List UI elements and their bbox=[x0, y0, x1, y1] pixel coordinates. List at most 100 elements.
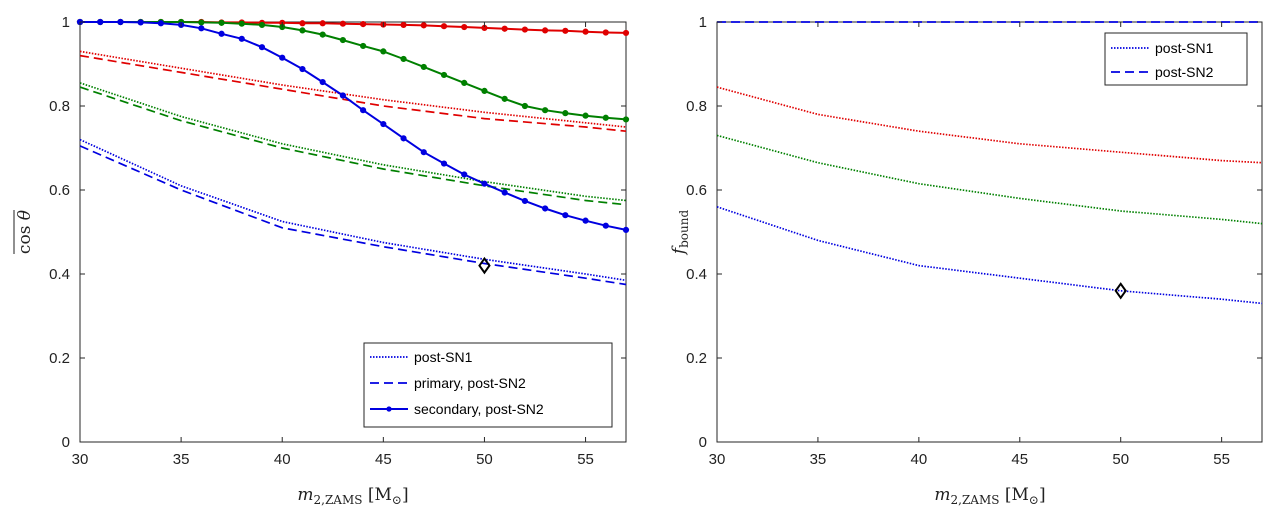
left-series-point-2 bbox=[622, 29, 630, 37]
left-series-line-8 bbox=[80, 21, 627, 231]
left-series-point-5 bbox=[542, 107, 549, 114]
left-series-point-8 bbox=[562, 212, 569, 219]
left-ticks: 30 35 40 45 50 55 0 0.2 0.4 0.6 0.8 1 bbox=[49, 14, 626, 468]
left-legend-swatch-marker bbox=[386, 406, 392, 412]
left-series-point-5 bbox=[562, 110, 569, 117]
left-x-tick-label: 35 bbox=[173, 451, 190, 468]
right-x-tick-label: 45 bbox=[1011, 451, 1028, 468]
left-y-tick-label: 1 bbox=[62, 14, 70, 31]
left-series-point-2 bbox=[319, 20, 326, 27]
left-x-tick-label: 55 bbox=[577, 451, 594, 468]
left-series-point-8 bbox=[380, 120, 387, 128]
left-series-point-8 bbox=[238, 35, 245, 42]
left-series-point-8 bbox=[501, 189, 508, 196]
left-series-point-5 bbox=[582, 112, 589, 119]
right-y-tick-label: 0.4 bbox=[686, 266, 707, 283]
left-series-point-5 bbox=[420, 63, 427, 71]
left-series-point-2 bbox=[299, 20, 306, 27]
left-legend: post-SN1 primary, post-SN2 secondary, post… bbox=[363, 342, 613, 428]
left-series-point-8 bbox=[360, 107, 367, 114]
right-x-tick-label: 50 bbox=[1112, 451, 1129, 468]
right-series-line-3 bbox=[716, 205, 1263, 305]
left-series-point-5 bbox=[501, 95, 508, 102]
left-series-point-8 bbox=[461, 171, 468, 178]
left-series-point-5 bbox=[521, 102, 528, 110]
left-series-point-5 bbox=[339, 36, 346, 44]
left-series-point-2 bbox=[562, 27, 569, 34]
right-x-tick-label: 35 bbox=[810, 451, 827, 468]
left-series-point-8 bbox=[420, 149, 427, 156]
left-y-tick-label: 0.6 bbox=[49, 182, 70, 199]
right-legend: post-SN1 post-SN2 bbox=[1104, 32, 1248, 86]
left-y-tick-label: 0 bbox=[62, 434, 70, 451]
right-y-axis-label: fbound bbox=[669, 210, 691, 257]
left-series-point-8 bbox=[117, 18, 124, 26]
left-series-line-3 bbox=[79, 82, 627, 202]
left-x-tick-label: 30 bbox=[72, 451, 89, 468]
right-x-axis-label: m2,ZAMS [M⊙] bbox=[934, 485, 1045, 507]
left-series-point-8 bbox=[521, 197, 528, 205]
left-series-point-2 bbox=[420, 22, 427, 29]
left-series-point-8 bbox=[602, 222, 609, 229]
right-series-line-2 bbox=[716, 134, 1263, 225]
left-series-point-5 bbox=[380, 48, 387, 55]
left-series-point-8 bbox=[582, 217, 589, 224]
right-legend-label: post-SN1 bbox=[1155, 40, 1214, 56]
left-series-point-8 bbox=[319, 78, 326, 86]
left-series-point-8 bbox=[299, 65, 306, 73]
left-series-point-2 bbox=[339, 20, 346, 27]
left-series-line-0 bbox=[79, 50, 627, 128]
right-x-tick-label: 30 bbox=[709, 451, 726, 468]
left-series-point-2 bbox=[602, 29, 609, 36]
left-series-point-5 bbox=[602, 114, 609, 121]
svg-text:cos θ: cos θ bbox=[15, 210, 35, 254]
left-series-point-5 bbox=[299, 27, 306, 34]
left-series-point-2 bbox=[501, 25, 508, 32]
left-series-point-8 bbox=[157, 20, 164, 27]
right-legend-label: post-SN2 bbox=[1155, 64, 1214, 80]
svg-text:fbound: fbound bbox=[669, 210, 691, 257]
left-series-line-1 bbox=[79, 54, 627, 133]
right-legend-box bbox=[1104, 32, 1248, 86]
left-series-point-2 bbox=[461, 23, 468, 31]
left-series-line-7 bbox=[79, 145, 627, 286]
left-series-point-5 bbox=[360, 42, 367, 50]
right-x-tick-label: 55 bbox=[1213, 451, 1230, 468]
right-series-line-1 bbox=[716, 86, 1263, 164]
right-y-tick-label: 0 bbox=[699, 434, 707, 451]
left-series-point-8 bbox=[622, 226, 630, 233]
left-series-point-2 bbox=[440, 23, 448, 30]
left-series-point-8 bbox=[258, 44, 266, 51]
left-series-point-8 bbox=[198, 25, 205, 32]
left-legend-label: post-SN1 bbox=[414, 349, 473, 365]
left-series-point-8 bbox=[97, 18, 104, 26]
left-series-point-2 bbox=[542, 27, 549, 34]
left-series-point-2 bbox=[521, 26, 528, 33]
right-y-tick-label: 0.2 bbox=[686, 350, 707, 367]
left-series-line-5 bbox=[80, 21, 627, 121]
left-series-point-8 bbox=[400, 135, 407, 142]
left-series-point-5 bbox=[461, 79, 468, 87]
right-y-tick-label: 1 bbox=[699, 14, 707, 31]
left-y-tick-label: 0.2 bbox=[49, 350, 70, 367]
right-diamond-marker bbox=[1114, 282, 1127, 300]
left-series-point-5 bbox=[481, 87, 488, 94]
left-series-point-8 bbox=[440, 160, 448, 167]
right-series-group bbox=[716, 21, 1263, 305]
left-series-group bbox=[76, 18, 630, 286]
left-legend-label: secondary, post-SN2 bbox=[414, 401, 544, 417]
left-y-axis-label: cos θ bbox=[13, 210, 35, 254]
left-series-line-6 bbox=[79, 138, 627, 282]
left-series-point-5 bbox=[238, 20, 245, 27]
right-ticks: 30 35 40 45 50 55 0 0.2 0.4 0.6 0.8 1 bbox=[686, 14, 1262, 468]
left-series-point-8 bbox=[218, 30, 225, 37]
right-y-tick-label: 0.8 bbox=[686, 98, 707, 115]
left-series-point-8 bbox=[137, 19, 144, 26]
left-diamond-marker bbox=[478, 256, 491, 275]
left-series-point-5 bbox=[319, 31, 326, 38]
left-x-tick-label: 45 bbox=[375, 451, 392, 468]
left-series-point-5 bbox=[258, 21, 266, 29]
left-series-point-8 bbox=[542, 205, 549, 212]
